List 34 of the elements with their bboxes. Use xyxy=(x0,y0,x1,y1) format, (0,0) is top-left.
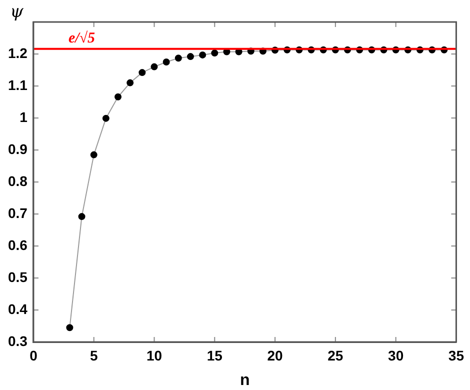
point xyxy=(126,79,134,86)
point xyxy=(211,50,218,57)
y-tick-label: 0.6 xyxy=(8,236,28,253)
x-tick-label: 30 xyxy=(388,347,404,364)
point xyxy=(78,213,86,220)
point xyxy=(138,69,146,76)
y-tick-label: 0.7 xyxy=(8,204,28,221)
y-tick-label: 1.1 xyxy=(8,76,28,93)
y-tick-label: 1.2 xyxy=(8,44,28,61)
x-tick-label: 5 xyxy=(90,347,98,364)
y-tick-label: 1 xyxy=(20,108,28,125)
x-tick-label: 0 xyxy=(30,347,38,364)
point xyxy=(114,93,122,100)
y-tick-label: 0.3 xyxy=(8,332,28,349)
point xyxy=(162,58,170,66)
x-tick-label: 35 xyxy=(448,347,464,364)
point xyxy=(186,53,194,60)
point xyxy=(174,54,182,62)
x-tick-label: 10 xyxy=(146,347,162,364)
point xyxy=(150,63,158,70)
point xyxy=(66,324,74,332)
y-tick-label: 0.8 xyxy=(8,172,28,189)
x-tick-label: 20 xyxy=(267,347,284,364)
x-axis-title: n xyxy=(240,372,250,389)
y-tick-label: 0.5 xyxy=(8,268,28,285)
y-tick-label: 0.4 xyxy=(8,300,28,317)
x-tick-label: 15 xyxy=(206,347,223,364)
point xyxy=(199,51,206,58)
y-axis-title: ψ xyxy=(10,2,24,22)
ref-line-label: e/√5 xyxy=(68,30,96,46)
y-tick-label: 0.9 xyxy=(8,140,28,157)
x-tick-label: 25 xyxy=(328,347,344,364)
point xyxy=(90,151,98,158)
point xyxy=(102,114,110,122)
